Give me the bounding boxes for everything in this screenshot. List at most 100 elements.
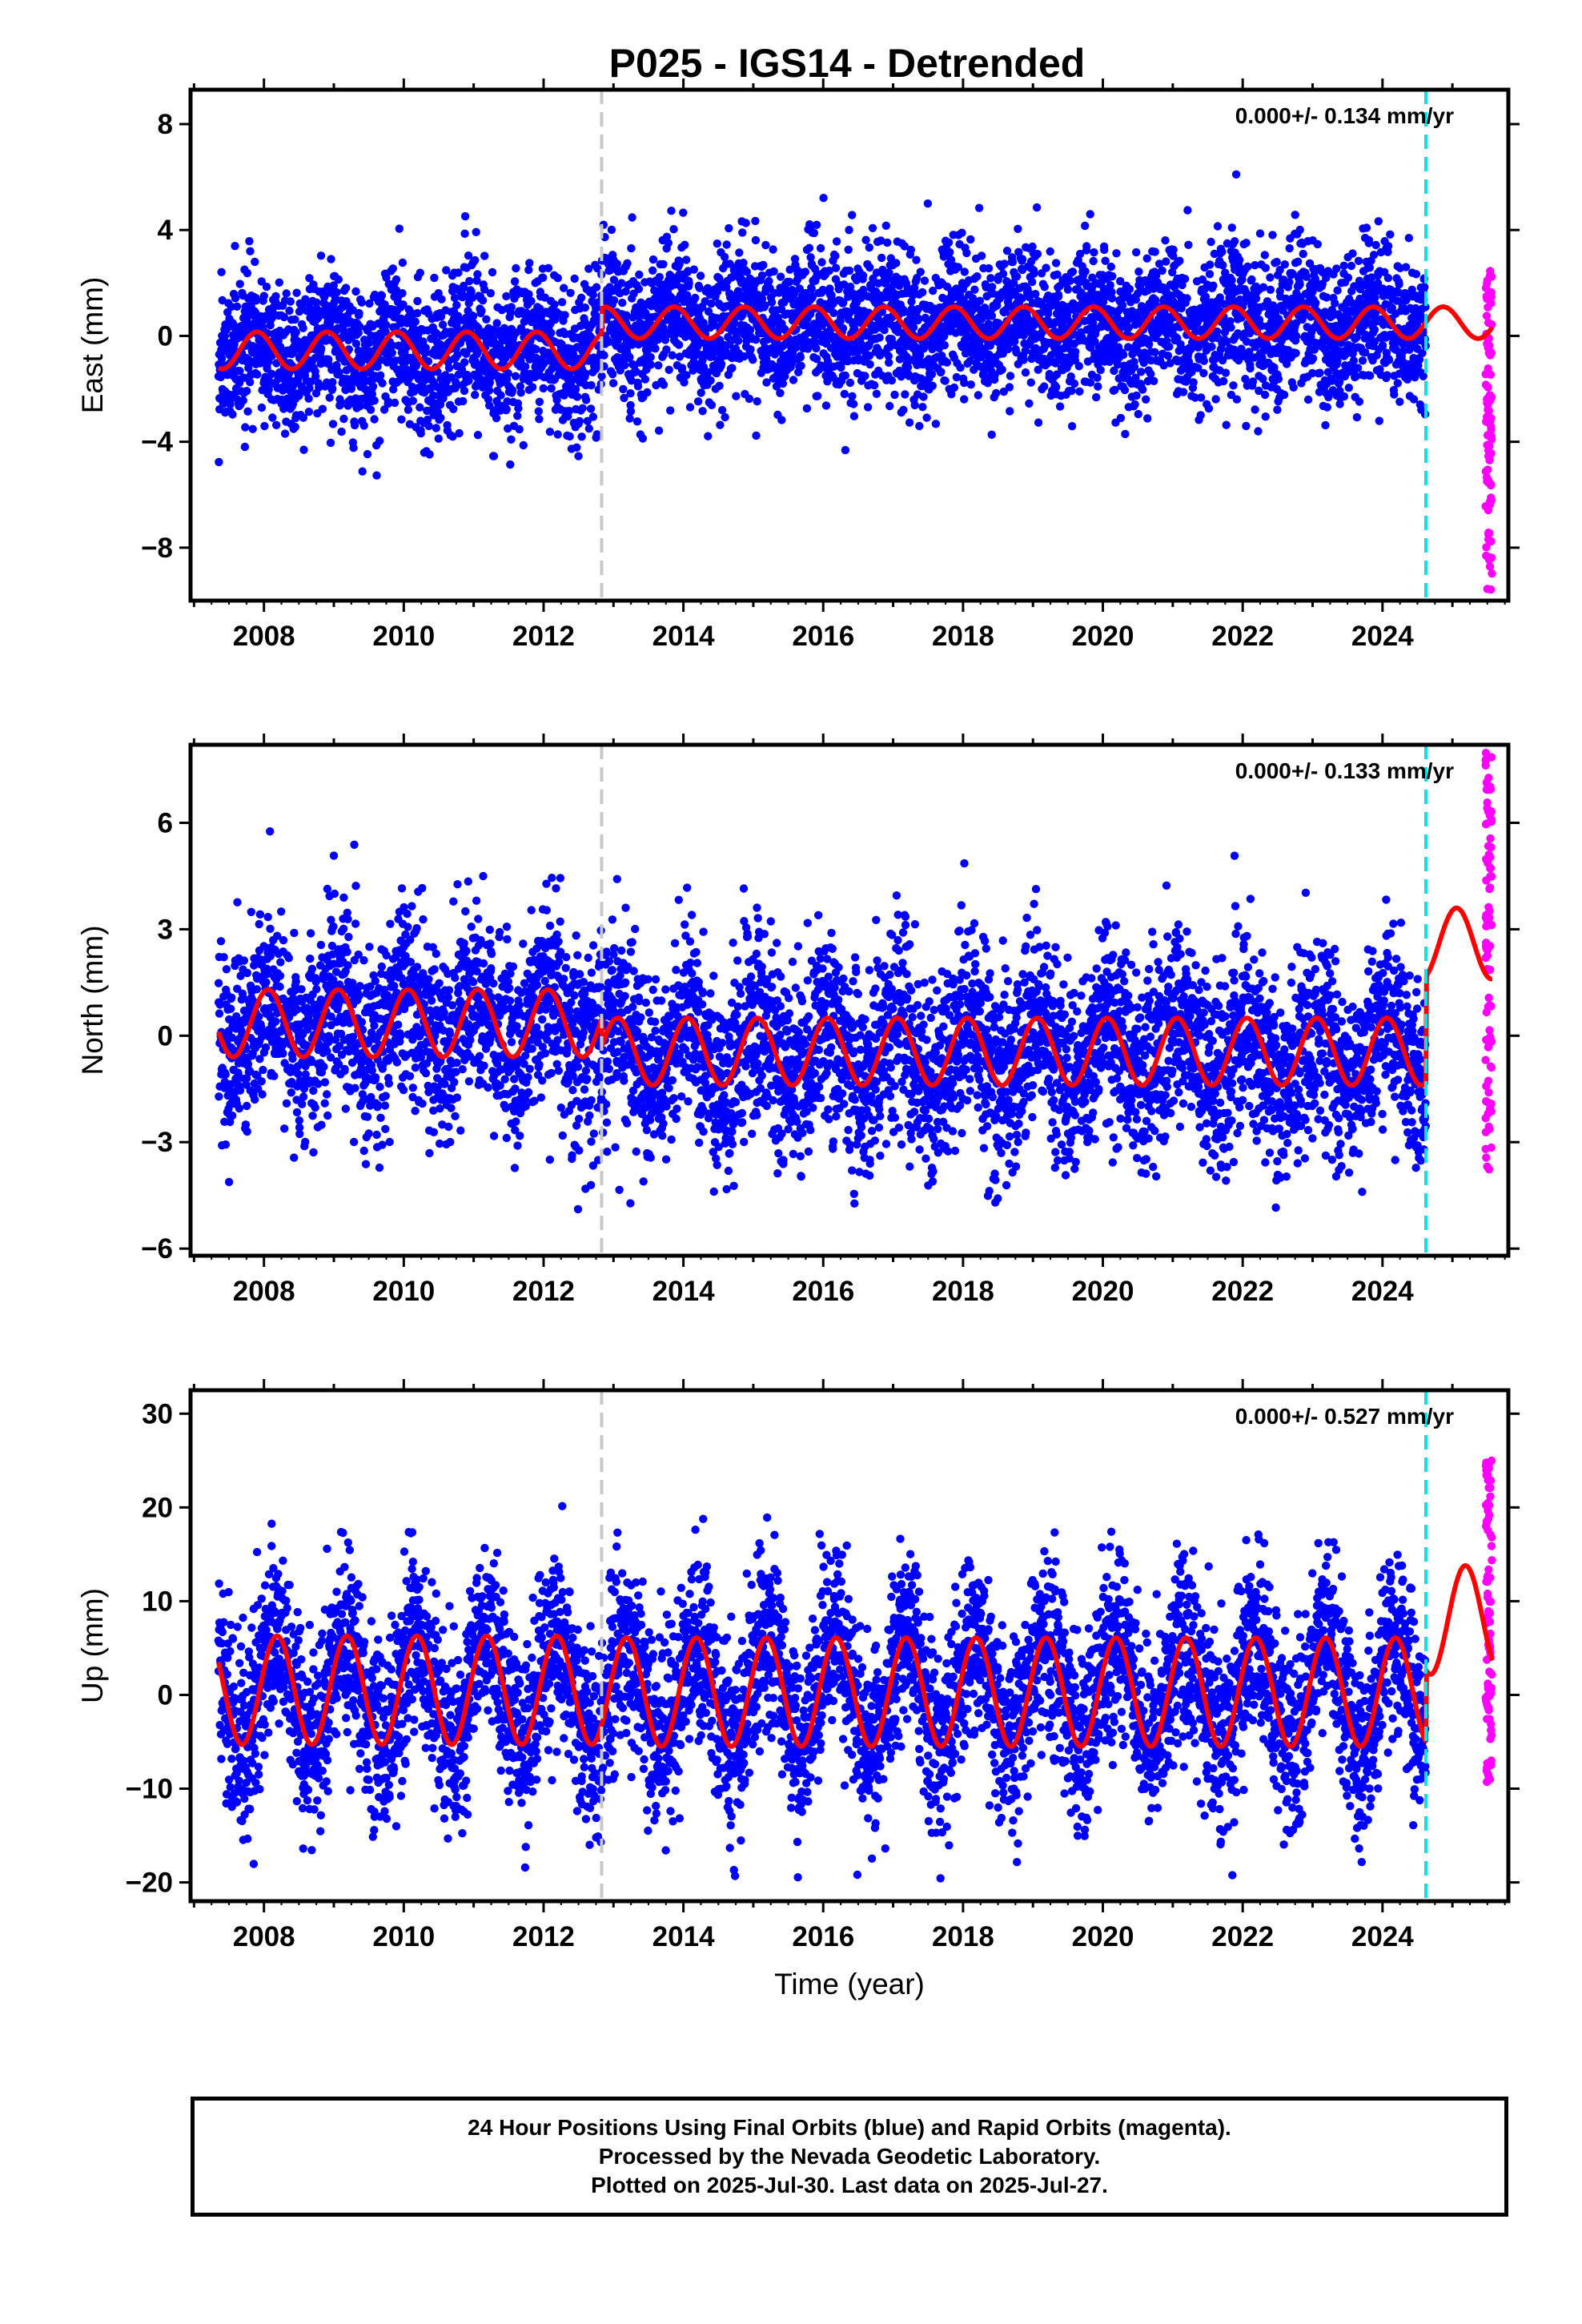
final-orbit-point bbox=[560, 391, 568, 400]
final-orbit-point bbox=[913, 314, 923, 323]
final-orbit-point bbox=[1182, 294, 1191, 303]
final-orbit-point bbox=[395, 224, 404, 233]
final-orbit-point bbox=[987, 312, 997, 320]
final-orbit-point bbox=[1362, 223, 1371, 232]
final-orbit-point bbox=[1074, 362, 1084, 371]
final-orbit-point bbox=[1339, 261, 1348, 270]
final-orbit-point bbox=[232, 302, 242, 311]
final-orbit-point bbox=[1005, 383, 1014, 392]
final-orbit-point bbox=[956, 363, 965, 372]
final-orbit-point bbox=[919, 392, 928, 401]
final-orbit-point bbox=[381, 328, 390, 336]
final-orbit-point bbox=[1219, 261, 1227, 270]
final-orbit-point bbox=[885, 401, 894, 411]
final-orbit-point bbox=[691, 293, 700, 303]
final-orbit-point bbox=[950, 383, 959, 392]
final-orbit-point bbox=[681, 240, 689, 249]
final-orbit-point bbox=[797, 361, 805, 370]
final-orbit-point bbox=[355, 322, 364, 332]
final-orbit-point bbox=[1162, 257, 1170, 266]
final-orbit-point bbox=[1046, 247, 1054, 256]
final-orbit-point bbox=[849, 412, 859, 420]
final-orbit-point bbox=[1294, 257, 1303, 266]
final-orbit-point bbox=[986, 274, 995, 283]
final-orbit-point bbox=[659, 259, 668, 269]
final-orbit-point bbox=[328, 378, 337, 387]
final-orbit-point bbox=[370, 415, 379, 424]
final-orbit-point bbox=[1075, 387, 1084, 396]
final-orbit-point bbox=[268, 413, 277, 422]
final-orbit-point bbox=[1364, 235, 1374, 245]
final-orbit-point bbox=[861, 235, 870, 244]
final-orbit-point bbox=[477, 306, 486, 316]
final-orbit-point bbox=[778, 379, 788, 388]
final-orbit-point bbox=[560, 283, 568, 292]
final-orbit-point bbox=[471, 390, 480, 400]
final-orbit-point bbox=[1132, 247, 1141, 257]
final-orbit-point bbox=[916, 267, 926, 276]
final-orbit-point bbox=[677, 364, 687, 372]
final-orbit-point bbox=[682, 255, 691, 264]
final-orbit-point bbox=[528, 383, 537, 392]
final-orbit-point bbox=[1063, 285, 1073, 294]
final-orbit-point bbox=[721, 412, 729, 422]
final-orbit-point bbox=[524, 290, 533, 299]
final-orbit-point bbox=[231, 294, 240, 303]
final-orbit-point bbox=[468, 312, 478, 320]
final-orbit-point bbox=[565, 432, 574, 441]
final-orbit-point bbox=[1272, 257, 1281, 267]
final-orbit-point bbox=[1130, 400, 1139, 409]
final-orbit-point bbox=[1000, 259, 1009, 268]
final-orbit-point bbox=[370, 396, 379, 405]
final-orbit-point bbox=[869, 380, 879, 390]
final-orbit-point bbox=[1161, 236, 1170, 245]
final-orbit-point bbox=[413, 296, 422, 306]
final-orbit-point bbox=[984, 263, 994, 273]
final-orbit-point bbox=[411, 317, 420, 326]
final-orbit-point bbox=[452, 318, 462, 327]
final-orbit-point bbox=[276, 342, 285, 352]
final-orbit-point bbox=[320, 292, 329, 301]
final-orbit-point bbox=[1315, 368, 1324, 377]
final-orbit-point bbox=[720, 252, 729, 262]
final-orbit-point bbox=[367, 389, 377, 399]
final-orbit-point bbox=[1333, 286, 1342, 295]
final-orbit-point bbox=[1093, 373, 1102, 382]
final-orbit-point bbox=[1144, 340, 1154, 349]
final-orbit-point bbox=[767, 298, 777, 307]
final-orbit-point bbox=[1354, 256, 1363, 265]
east-final-orbits-series bbox=[214, 170, 1430, 480]
final-orbit-point bbox=[1227, 323, 1235, 332]
final-orbit-point bbox=[1349, 356, 1359, 365]
final-orbit-point bbox=[1086, 378, 1095, 387]
final-orbit-point bbox=[626, 400, 635, 410]
final-orbit-point bbox=[1355, 397, 1364, 406]
final-orbit-point bbox=[253, 370, 262, 379]
final-orbit-point bbox=[282, 289, 291, 298]
final-orbit-point bbox=[584, 424, 593, 433]
final-orbit-point bbox=[358, 467, 367, 476]
final-orbit-point bbox=[915, 421, 924, 431]
final-orbit-point bbox=[944, 238, 954, 247]
final-orbit-point bbox=[316, 251, 326, 260]
final-orbit-point bbox=[654, 426, 664, 435]
final-orbit-point bbox=[1344, 384, 1354, 392]
final-orbit-point bbox=[685, 403, 695, 412]
final-orbit-point bbox=[471, 356, 480, 366]
final-orbit-point bbox=[451, 384, 460, 392]
final-orbit-point bbox=[444, 364, 454, 372]
final-orbit-point bbox=[1347, 261, 1356, 271]
final-orbit-point bbox=[436, 312, 446, 321]
final-orbit-point bbox=[581, 396, 591, 404]
final-orbit-point bbox=[246, 378, 255, 387]
final-orbit-point bbox=[1089, 256, 1098, 266]
final-orbit-point bbox=[619, 384, 628, 394]
final-orbit-point bbox=[527, 296, 536, 306]
final-orbit-point bbox=[327, 288, 335, 297]
final-orbit-point bbox=[465, 276, 474, 286]
final-orbit-point bbox=[506, 460, 515, 469]
final-orbit-point bbox=[1261, 263, 1271, 272]
final-orbit-point bbox=[741, 219, 750, 227]
final-orbit-point bbox=[875, 333, 884, 342]
final-orbit-point bbox=[970, 285, 979, 294]
